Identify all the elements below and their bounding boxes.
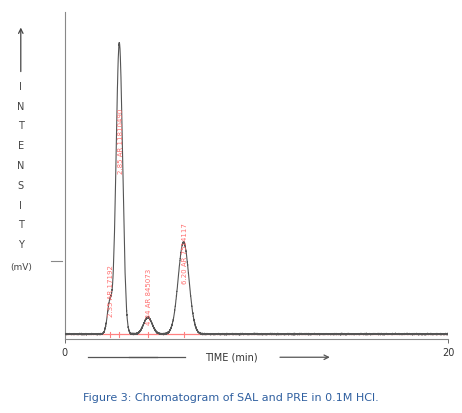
Text: Figure 3: Chromatogram of SAL and PRE in 0.1M HCl.: Figure 3: Chromatogram of SAL and PRE in… bbox=[83, 393, 379, 403]
Text: E: E bbox=[18, 141, 24, 151]
Text: Y: Y bbox=[18, 240, 24, 250]
Text: I: I bbox=[19, 201, 22, 211]
Text: 4.34 AR 845073: 4.34 AR 845073 bbox=[146, 268, 152, 325]
Text: (mV): (mV) bbox=[10, 263, 32, 272]
Text: 6.20 AR 7514117: 6.20 AR 7514117 bbox=[182, 223, 188, 283]
Text: N: N bbox=[17, 161, 24, 171]
Text: TIME (min): TIME (min) bbox=[205, 352, 257, 362]
Text: S: S bbox=[18, 181, 24, 191]
Text: T: T bbox=[18, 221, 24, 230]
Text: T: T bbox=[18, 121, 24, 131]
Text: 2.35 AR 17192: 2.35 AR 17192 bbox=[108, 265, 114, 317]
Text: N: N bbox=[17, 102, 24, 112]
Text: I: I bbox=[19, 82, 22, 92]
Text: 2.85 AR 11810490: 2.85 AR 11810490 bbox=[118, 109, 124, 174]
